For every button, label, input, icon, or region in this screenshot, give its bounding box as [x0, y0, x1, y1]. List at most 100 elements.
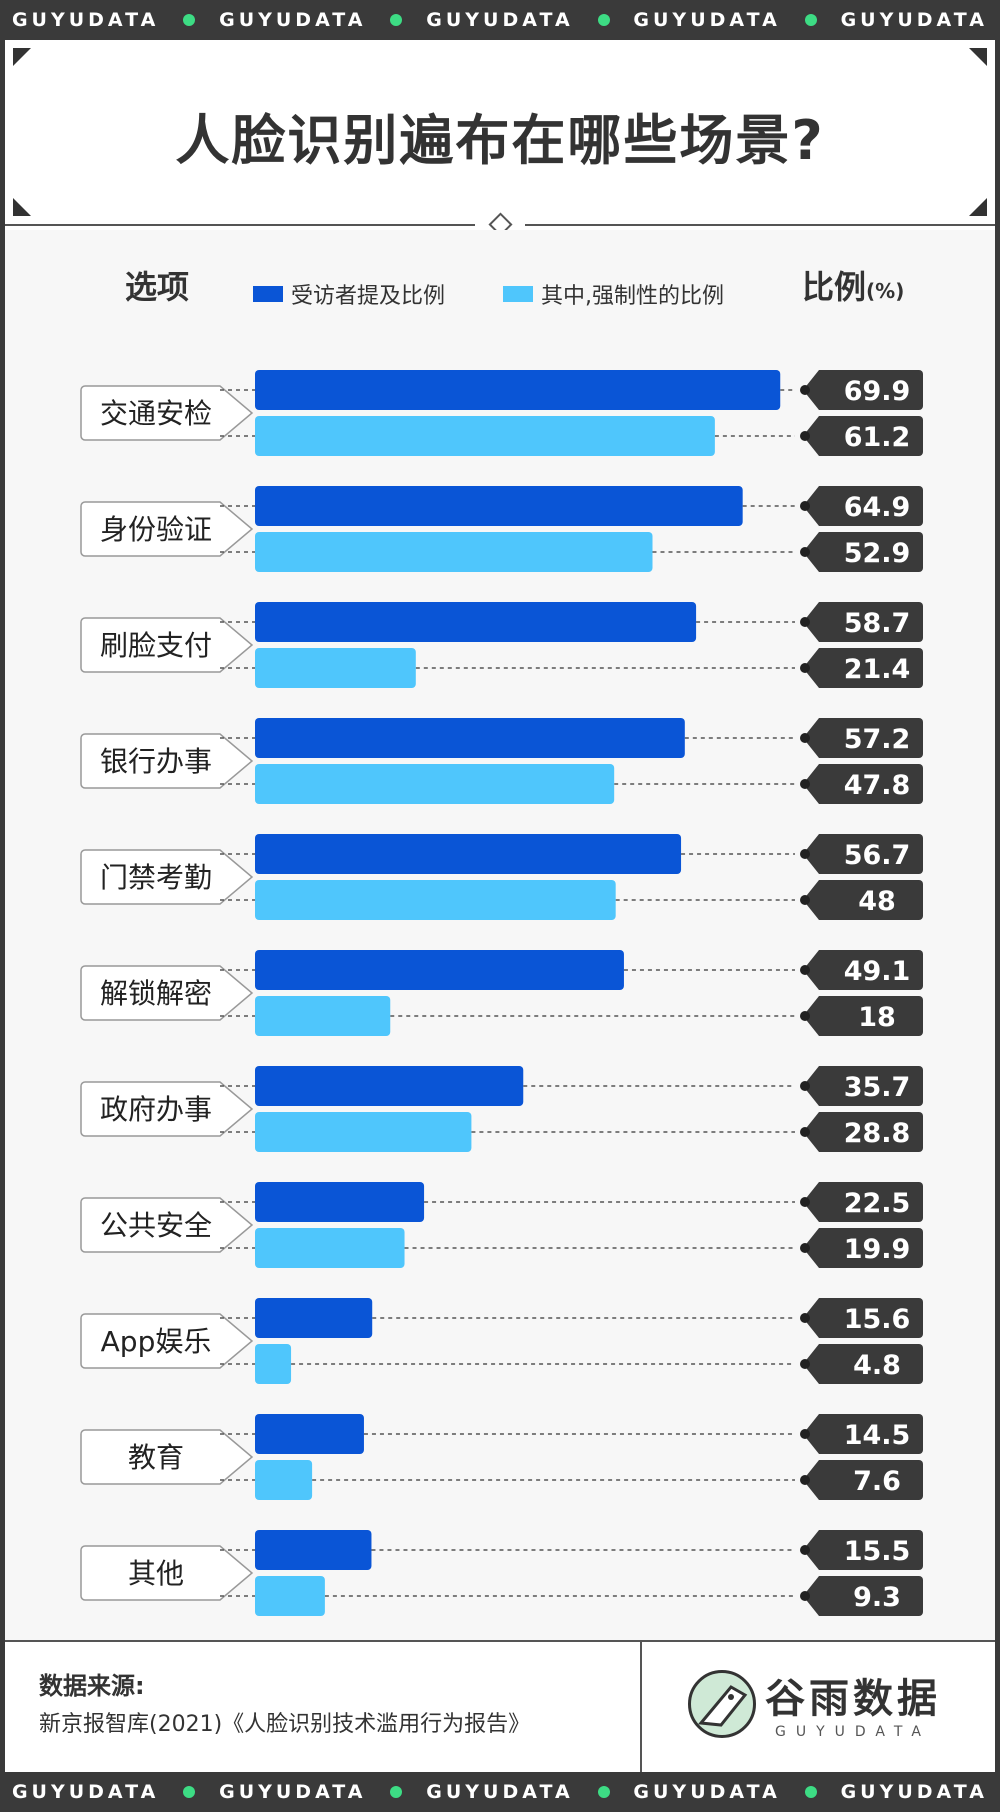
- bar-primary: [255, 834, 682, 874]
- category-label-box: [80, 385, 254, 441]
- value-tag-dot: [800, 849, 810, 859]
- bar-secondary: [255, 1228, 405, 1268]
- band-text: GUYUDATA: [426, 1781, 574, 1803]
- value-tag-dot: [800, 895, 810, 905]
- data-label: 61.2: [844, 422, 911, 453]
- band-text: GUYUDATA: [219, 9, 367, 31]
- category-label-box: [80, 1313, 254, 1369]
- data-label: 49.1: [844, 956, 911, 987]
- bar-secondary: [255, 1576, 325, 1616]
- data-label: 56.7: [844, 840, 911, 871]
- category-label-box: [80, 965, 254, 1021]
- value-tag-dot: [800, 779, 810, 789]
- value-tag: [803, 1066, 923, 1106]
- band-dot-icon: [183, 1786, 196, 1798]
- data-label: 52.9: [844, 538, 911, 569]
- band-text: GUYUDATA: [840, 9, 988, 31]
- data-label: 28.8: [844, 1118, 911, 1149]
- value-tag-dot: [800, 385, 810, 395]
- band-dot-icon: [390, 14, 403, 26]
- value-tag-dot: [800, 1313, 810, 1323]
- data-label: 35.7: [844, 1072, 911, 1103]
- bar-secondary: [255, 880, 616, 920]
- data-label: 15.5: [844, 1536, 911, 1567]
- value-tag: [803, 648, 923, 688]
- legend-label-secondary: 其中,强制性的比例: [541, 284, 724, 309]
- ratio-unit: (%): [866, 279, 905, 303]
- bar-primary: [255, 1414, 364, 1454]
- band-dot-icon: [597, 14, 610, 26]
- value-tag: [803, 996, 923, 1036]
- data-label: 18: [858, 1002, 896, 1033]
- category-label-box: [80, 1197, 254, 1253]
- band-dot-icon: [390, 1786, 403, 1798]
- category-label: 交通安检: [100, 397, 212, 430]
- value-tag-dot: [800, 965, 810, 975]
- bar-secondary: [255, 532, 653, 572]
- value-tag: [803, 1460, 923, 1500]
- value-tag: [803, 718, 923, 758]
- category-label: 刷脸支付: [100, 629, 212, 662]
- bar-secondary: [255, 416, 715, 456]
- band-dot-icon: [804, 14, 817, 26]
- data-label: 15.6: [844, 1304, 911, 1335]
- value-tag: [803, 532, 923, 572]
- band-dot-icon: [597, 1786, 610, 1798]
- options-header: 选项: [125, 268, 190, 306]
- bar-primary: [255, 1182, 425, 1222]
- category-label-box: [80, 1545, 254, 1601]
- data-label: 64.9: [844, 492, 911, 523]
- band-text: GUYUDATA: [633, 1781, 781, 1803]
- data-label: 69.9: [844, 376, 911, 407]
- category-label: 公共安全: [100, 1209, 212, 1242]
- data-label: 21.4: [844, 654, 911, 685]
- bar-secondary: [255, 764, 615, 804]
- value-tag-dot: [800, 1197, 810, 1207]
- legend-primary: 受访者提及比例: [253, 278, 445, 310]
- corner-icon: [13, 48, 31, 66]
- bar-primary: [255, 1530, 372, 1570]
- legend-swatch-secondary: [503, 286, 533, 302]
- value-tag-dot: [800, 1545, 810, 1555]
- bar-secondary: [255, 996, 391, 1036]
- data-label: 22.5: [844, 1188, 911, 1219]
- value-tag-dot: [800, 501, 810, 511]
- logo-name: 谷雨数据: [765, 1675, 941, 1722]
- value-tag-dot: [800, 1243, 810, 1253]
- legend-label-primary: 受访者提及比例: [291, 284, 446, 309]
- category-label-box: [80, 617, 254, 673]
- corner-icon: [969, 48, 987, 66]
- value-tag-dot: [800, 733, 810, 743]
- value-tag: [803, 1298, 923, 1338]
- band-dot-icon: [804, 1786, 817, 1798]
- bar-primary: [255, 602, 697, 642]
- logo-subtitle: GUYUDATA: [775, 1724, 931, 1740]
- data-label: 58.7: [844, 608, 911, 639]
- value-tag-dot: [800, 1081, 810, 1091]
- footer-divider: [640, 1642, 642, 1774]
- ratio-header: 比例(%): [802, 262, 904, 308]
- value-tag-dot: [800, 1359, 810, 1369]
- value-tag: [803, 764, 923, 804]
- data-label: 7.6: [853, 1466, 901, 1497]
- value-tag: [803, 950, 923, 990]
- chart-title: 人脸识别遍布在哪些场景?: [175, 109, 825, 172]
- value-tag: [803, 1182, 923, 1222]
- bar-primary: [255, 718, 685, 758]
- bar-secondary: [255, 1344, 292, 1384]
- value-tag-dot: [800, 547, 810, 557]
- bar-chart: 交通安检 69.9 61.2 身份验证 64.9 52.9 刷脸支付 58.7 21.4 银行办事…: [80, 370, 923, 1616]
- corner-marks: [13, 48, 987, 216]
- data-label: 9.3: [853, 1582, 901, 1613]
- band-text: GUYUDATA: [11, 1781, 160, 1803]
- value-tag-dot: [800, 617, 810, 627]
- value-tag: [803, 416, 923, 456]
- legend-swatch-primary: [253, 286, 283, 302]
- corner-icon: [13, 198, 31, 216]
- value-tag-dot: [800, 431, 810, 441]
- data-label: 4.8: [853, 1350, 901, 1381]
- band-text: GUYUDATA: [219, 1781, 367, 1803]
- value-tag: [803, 1414, 923, 1454]
- data-label: 19.9: [844, 1234, 911, 1265]
- source-text: 新京报智库(2021)《人脸识别技术滥用行为报告》: [39, 1712, 531, 1737]
